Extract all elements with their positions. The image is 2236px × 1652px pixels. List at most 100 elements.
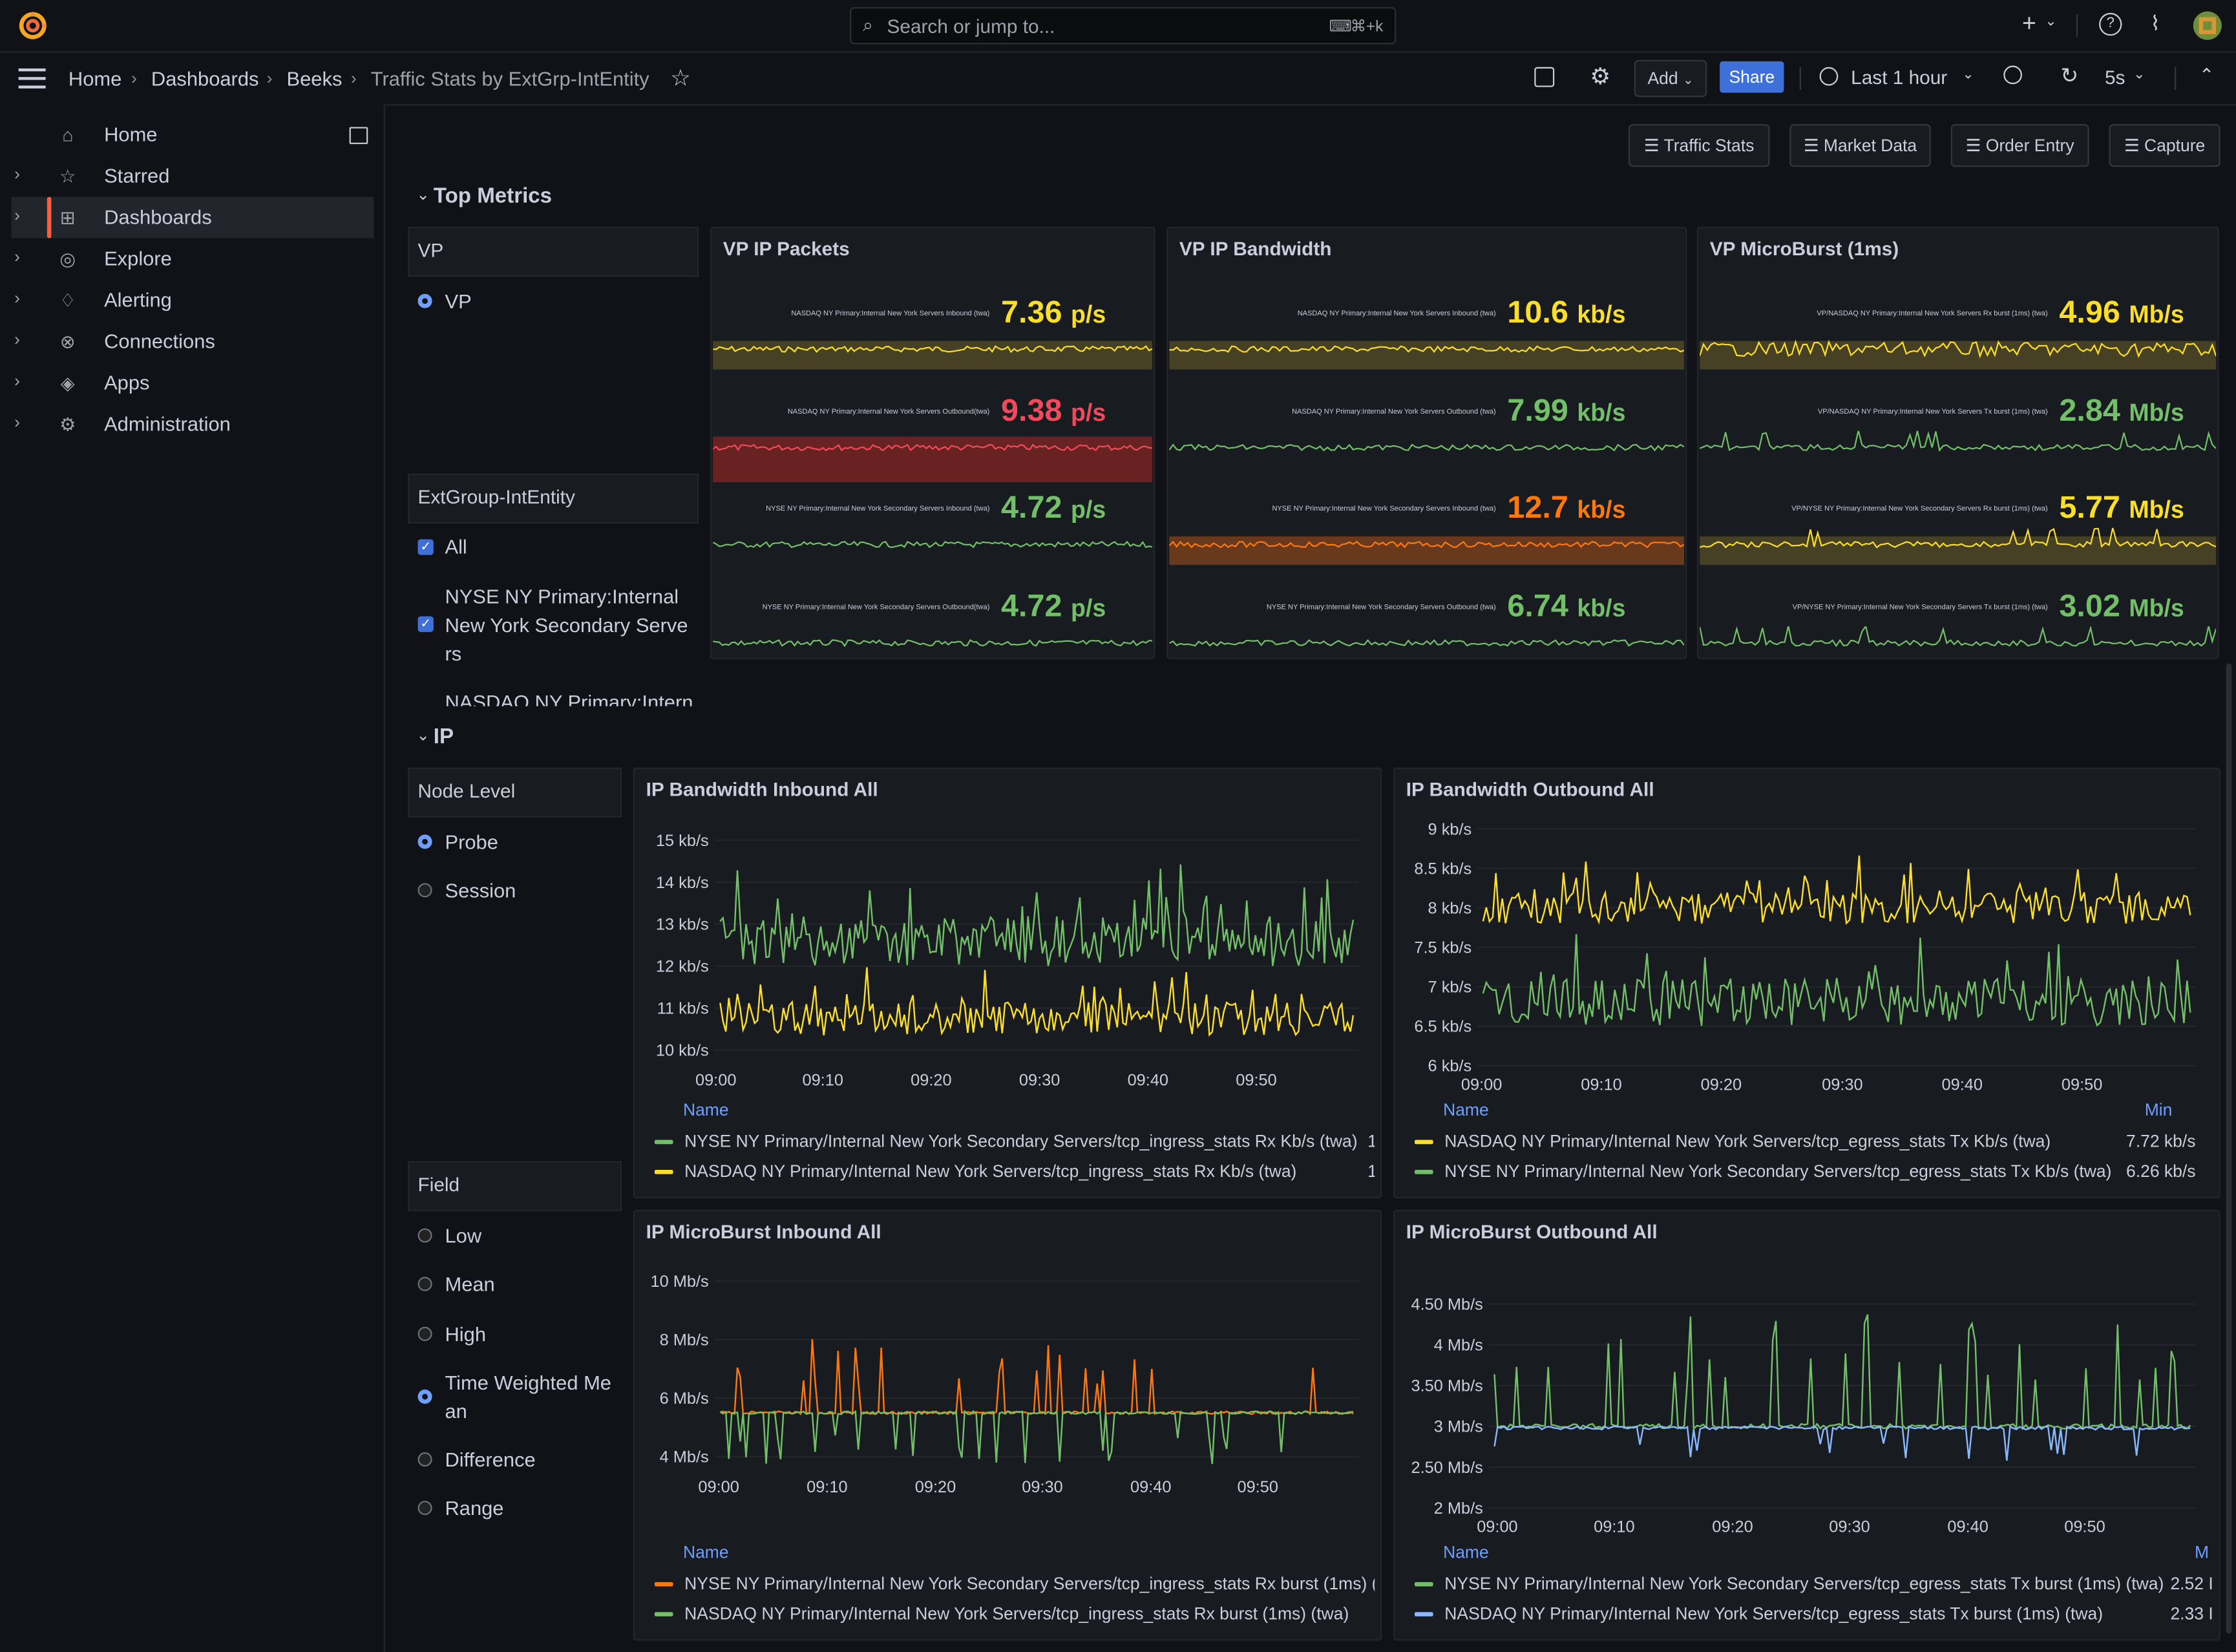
mean-radio[interactable] [417,1276,432,1291]
sidebar-item-home[interactable]: ⌂ Home [0,114,384,156]
legend-item[interactable]: NASDAQ NY Primary/Internal New York Serv… [654,1602,1375,1625]
grafana-logo-icon[interactable] [17,10,48,41]
breadcrumb-home[interactable]: Home [68,67,122,90]
sparkline-line [713,540,1152,549]
high-radio[interactable] [417,1326,432,1341]
sidebar-item-dashboards[interactable]: › ⊞ Dashboards [11,196,374,238]
scrollbar[interactable] [2226,663,2232,1634]
sidebar-item-connections[interactable]: › ⊗ Connections [0,321,384,363]
row-title-ip[interactable]: IP [433,725,454,749]
sidebar-item-administration[interactable]: › ⚙ Administration [0,404,384,445]
chevron-down-icon[interactable]: ⌄ [1962,67,1974,83]
twa-option-label-line2[interactable]: an [445,1399,467,1423]
chevron-right-icon[interactable]: › [14,164,20,184]
sidebar-item-starred[interactable]: › ☆ Starred [0,156,384,197]
probe-option-label[interactable]: Probe [445,830,498,853]
search-input[interactable]: ⌕ Search or jump to... ⌨ ⌘+k [850,7,1397,45]
settings-gear-icon[interactable]: ⚙ [1590,65,1611,90]
zoom-out-icon[interactable] [2003,65,2022,85]
stat-panel[interactable]: VP IP Bandwidth NASDAQ NY Primary:Interna… [1166,226,1687,659]
legend-header-name[interactable]: Name [682,1542,729,1562]
chevron-down-icon[interactable]: ⌄ [2133,67,2146,83]
refresh-interval-picker[interactable]: 5s [2104,67,2125,89]
chevron-right-icon[interactable]: › [14,370,20,391]
vp-option-label[interactable]: VP [445,290,472,313]
refresh-icon[interactable]: ↻ [2060,64,2079,89]
difference-radio[interactable] [417,1452,432,1467]
stat-panel[interactable]: VP MicroBurst (1ms) VP/NASDAQ NY Primary:… [1696,226,2219,659]
sidebar-item-explore[interactable]: › ◎ Explore [0,238,384,280]
timeseries-panel[interactable]: IP Bandwidth Outbound All 9 kb/s 8.5 kb/s 8… [1393,767,2220,1199]
legend-item[interactable]: NYSE NY Primary/Internal New York Second… [654,1130,1375,1152]
chart-plot[interactable]: 4.50 Mb/s 4 Mb/s 3.50 Mb/s 3 Mb/s 2.50 Mb/s 2… [1395,1211,2219,1554]
probe-radio[interactable] [417,834,432,849]
sidebar-item-apps[interactable]: › ◈ Apps [0,363,384,404]
legend-header-stat[interactable]: Min [2144,1099,2173,1120]
dock-menu-icon[interactable] [349,127,368,144]
vp-radio[interactable] [417,293,432,308]
all-option-label[interactable]: All [445,535,467,558]
chevron-up-icon[interactable]: ⌃ [2199,64,2215,86]
legend-item[interactable]: NASDAQ NY Primary/Internal New York Serv… [654,1160,1375,1183]
nyse-option-label-line1[interactable]: NYSE NY Primary:Internal [445,584,679,608]
chevron-right-icon[interactable]: › [14,329,20,350]
legend-item[interactable]: NASDAQ NY Primary/Internal New York Serv… [1414,1602,2213,1625]
range-option-label[interactable]: Range [445,1496,504,1520]
stat-panel[interactable]: VP IP Packets NASDAQ NY Primary:Internal … [710,226,1155,659]
time-range-picker[interactable]: Last 1 hour [1851,67,1948,89]
breadcrumb-folder[interactable]: Beeks [286,67,343,90]
rss-news-icon[interactable]: ⌇ [2150,11,2160,34]
save-icon[interactable] [1534,67,1555,87]
link-capture[interactable]: ☰ Capture [2109,124,2220,167]
mean-option-label[interactable]: Mean [445,1272,495,1296]
chevron-right-icon[interactable]: › [14,205,20,226]
low-radio[interactable] [417,1228,432,1243]
twa-radio[interactable] [417,1389,432,1404]
session-option-label[interactable]: Session [445,878,516,902]
legend-item[interactable]: NYSE NY Primary/Internal New York Second… [1414,1160,2213,1183]
legend-item[interactable]: NYSE NY Primary/Internal New York Second… [654,1572,1375,1594]
nasdaq-option-label[interactable]: NASDAQ NY Primary:Intern [445,690,693,706]
timeseries-panel[interactable]: IP MicroBurst Inbound All 10 Mb/s 8 Mb/s 6 … [633,1209,1382,1641]
link-market-data[interactable]: ☰ Market Data [1789,124,1931,167]
twa-option-label-line1[interactable]: Time Weighted Me [445,1371,612,1394]
high-option-label[interactable]: High [445,1322,487,1346]
legend-header-stat[interactable]: M [2194,1542,2210,1562]
sidebar-item-alerting[interactable]: › ♢ Alerting [0,280,384,321]
add-button[interactable]: Add ⌄ [1634,59,1707,98]
range-radio[interactable] [417,1501,432,1516]
legend-header-name[interactable]: Name [1443,1099,1489,1120]
chevron-right-icon[interactable]: › [14,246,20,267]
nyse-checkbox[interactable]: ✓ [417,616,434,632]
all-checkbox[interactable]: ✓ [417,539,434,555]
share-button[interactable]: Share [1720,61,1784,93]
help-icon[interactable]: ? [2099,12,2122,36]
chevron-right-icon[interactable]: › [14,288,20,308]
timeseries-panel[interactable]: IP MicroBurst Outbound All 4.50 Mb/s 4 Mb/… [1393,1209,2220,1641]
chart-plot[interactable]: 15 kb/s 14 kb/s 13 kb/s 12 kb/s 11 kb/s 10 kb… [635,769,1380,1112]
avatar[interactable] [2193,11,2222,40]
breadcrumb-dashboards[interactable]: Dashboards [151,67,259,90]
link-order-entry[interactable]: ☰ Order Entry [1950,124,2089,167]
legend-item[interactable]: NYSE NY Primary/Internal New York Second… [1414,1572,2213,1594]
session-radio[interactable] [417,883,432,898]
chevron-down-icon[interactable]: ⌄ [2045,14,2057,30]
legend-item[interactable]: NASDAQ NY Primary/Internal New York Serv… [1414,1130,2213,1152]
chevron-down-icon[interactable]: ⌄ [416,187,430,204]
menu-hamburger-icon[interactable] [18,68,46,89]
nyse-option-label-line3[interactable]: rs [445,642,462,665]
link-traffic-stats[interactable]: ☰ Traffic Stats [1628,124,1770,167]
chevron-down-icon[interactable]: ⌄ [416,727,430,745]
nyse-option-label-line2[interactable]: New York Secondary Serve [445,613,688,637]
chart-plot[interactable]: 9 kb/s 8.5 kb/s 8 kb/s 7.5 kb/s 7 kb/s 6.5 kb… [1395,769,2219,1112]
legend-header-name[interactable]: Name [1443,1542,1489,1562]
new-plus-icon[interactable]: + [2021,10,2036,37]
star-favorite-icon[interactable]: ☆ [670,67,691,92]
chevron-right-icon[interactable]: › [14,412,20,432]
difference-option-label[interactable]: Difference [445,1448,536,1471]
timeseries-panel[interactable]: IP Bandwidth Inbound All 15 kb/s 14 kb/s 13… [633,767,1382,1199]
row-title-top-metrics[interactable]: Top Metrics [433,184,553,209]
legend-header-name[interactable]: Name [682,1099,729,1120]
low-option-label[interactable]: Low [445,1223,482,1247]
chart-plot[interactable]: 10 Mb/s 8 Mb/s 6 Mb/s 4 Mb/s 09:00 09:10 09:20… [635,1211,1380,1554]
